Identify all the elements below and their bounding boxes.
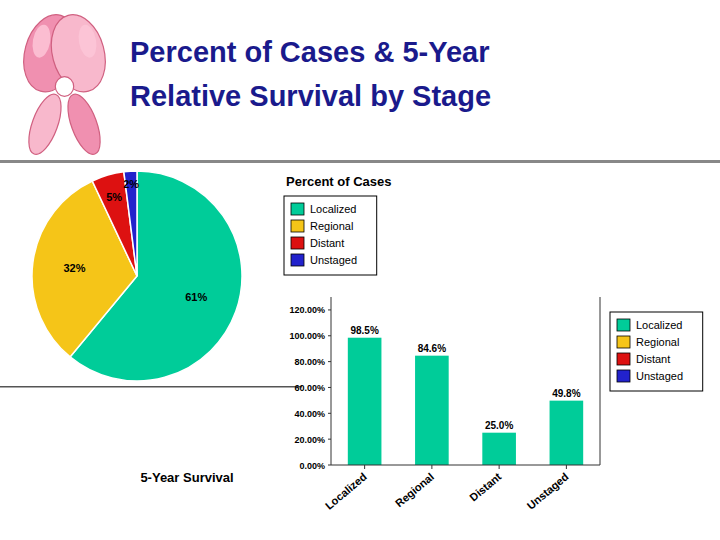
y-tick [328, 439, 331, 440]
x-tick-label: Localized [323, 470, 369, 511]
data-label: 98.5% [350, 325, 378, 336]
legend-label: Distant [636, 353, 670, 365]
y-tick-label: 120.00% [289, 305, 325, 315]
background [0, 0, 720, 540]
legend-frame [284, 196, 377, 275]
y-tick-label: 100.00% [289, 331, 325, 341]
y-tick [328, 309, 331, 310]
separator [0, 160, 720, 163]
y-tick [328, 413, 331, 414]
ribbon-part [61, 90, 106, 158]
legend-label: Regional [636, 336, 679, 348]
legend-swatch [291, 237, 304, 249]
bar-title: 5-Year Survival [140, 470, 233, 485]
legend-label: Localized [636, 319, 682, 331]
y-axis [331, 297, 332, 465]
legend-swatch [617, 353, 630, 365]
data-label: 2% [123, 178, 139, 190]
bar [482, 433, 516, 465]
legend-label: Localized [310, 203, 356, 215]
bar [415, 356, 449, 465]
bar [348, 338, 382, 465]
data-label: 84.6% [418, 343, 446, 354]
legend-label: Distant [310, 237, 344, 249]
ribbon-part [76, 23, 99, 59]
x-tick-label: Regional [393, 470, 436, 509]
legend-swatch [291, 254, 304, 266]
legend-swatch [291, 220, 304, 232]
ribbon-part [30, 23, 53, 59]
data-label: 25.0% [485, 420, 513, 431]
x-tick-label: Distant [467, 470, 504, 503]
pie-title: Percent of Cases [286, 174, 392, 189]
legend-frame [610, 312, 703, 391]
y-tick-label: 0.00% [299, 461, 325, 471]
y-tick [328, 387, 331, 388]
bar [550, 401, 584, 465]
data-label: 32% [63, 262, 85, 274]
ribbon-part [55, 77, 73, 97]
data-label: 49.8% [552, 388, 580, 399]
ribbon-part [43, 9, 113, 98]
x-tick [566, 465, 567, 469]
pie-chart: 61% 32% 5%2% Percent of Cases Localized Regio… [32, 171, 392, 381]
x-tick [499, 465, 500, 469]
chart-title: Relative Survival by Stage [130, 80, 491, 112]
x-tick-label: Unstaged [525, 470, 571, 511]
legend-swatch [617, 319, 630, 331]
y-tick-label: 60.00% [294, 383, 325, 393]
chart-root: Percent of Cases & 5-Year Relative Surviv… [0, 0, 720, 540]
y-tick-label: 80.00% [294, 357, 325, 367]
right-spine [600, 297, 601, 465]
legend-swatch [617, 370, 630, 382]
y-tick-label: 20.00% [294, 435, 325, 445]
bar-chart: 98.5% Localized 84.6% Regional 25.0% Distant 4… [140, 297, 702, 512]
y-tick-label: 40.00% [294, 409, 325, 419]
legend-label: Regional [310, 220, 353, 232]
legend-label: Unstaged [310, 254, 357, 266]
x-tick [431, 465, 432, 469]
legend-swatch [291, 203, 304, 215]
legend: Localized Regional Distant Unstaged [610, 312, 703, 391]
ribbon-part [22, 90, 67, 158]
ribbon [16, 9, 114, 159]
y-tick [328, 335, 331, 336]
x-tick [364, 465, 365, 469]
bars [348, 338, 583, 465]
legend: Localized Regional Distant Unstaged [284, 196, 377, 275]
legend-swatch [617, 336, 630, 348]
data-label: 5% [106, 191, 122, 203]
legend-label: Unstaged [636, 370, 683, 382]
chart-title: Percent of Cases & 5-Year [130, 36, 489, 68]
data-label: 61% [185, 291, 207, 303]
x-axis [331, 465, 600, 466]
y-tick [328, 361, 331, 362]
y-tick [328, 465, 331, 466]
separator [0, 386, 302, 388]
